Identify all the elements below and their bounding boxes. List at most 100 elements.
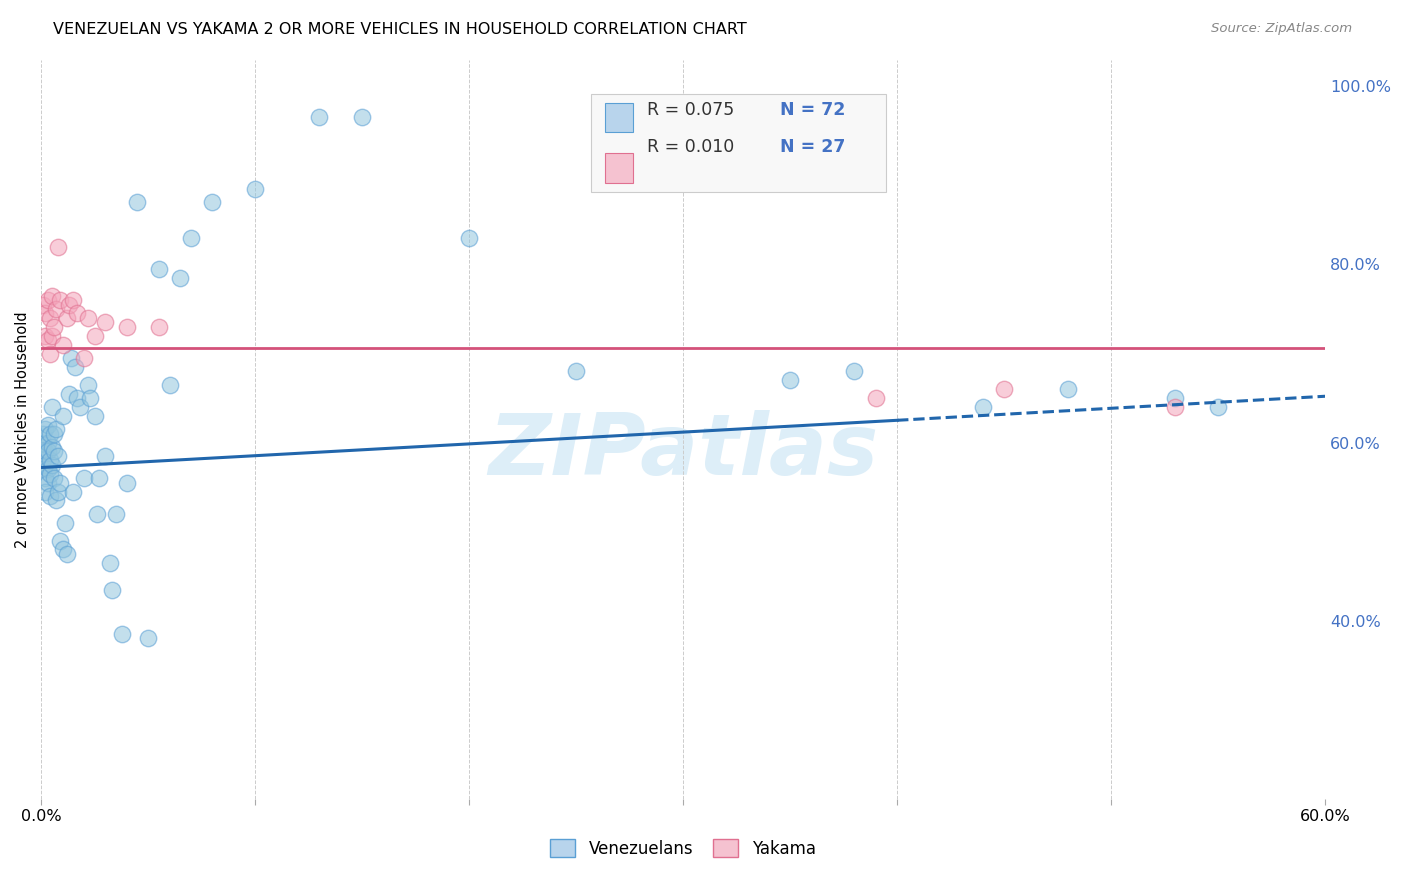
Point: [972, 400, 994, 414]
Point: [66, 306, 89, 320]
Point: [41, 288, 63, 302]
Point: [127, 195, 149, 210]
Point: [993, 382, 1015, 396]
Point: [38, 426, 60, 441]
Point: [45, 422, 67, 436]
Point: [41, 440, 63, 454]
Point: [73, 471, 96, 485]
Point: [32, 462, 55, 476]
Point: [42, 471, 65, 485]
Text: N = 72: N = 72: [780, 101, 845, 119]
Point: [34, 471, 56, 485]
Point: [51, 542, 73, 557]
Point: [38, 453, 60, 467]
Point: [779, 373, 801, 387]
Point: [180, 231, 202, 245]
Point: [86, 507, 108, 521]
Point: [1164, 391, 1187, 405]
Point: [136, 632, 159, 646]
Point: [41, 400, 63, 414]
Point: [148, 319, 170, 334]
Point: [77, 377, 100, 392]
Text: R = 0.075: R = 0.075: [647, 101, 734, 119]
Point: [37, 435, 59, 450]
Point: [51, 337, 73, 351]
Point: [65, 359, 87, 374]
Point: [42, 444, 65, 458]
Point: [46, 449, 69, 463]
Point: [38, 310, 60, 325]
Point: [34, 444, 56, 458]
Point: [94, 449, 117, 463]
Point: [87, 471, 110, 485]
Point: [34, 422, 56, 436]
Point: [115, 475, 138, 490]
Point: [352, 111, 374, 125]
Point: [46, 239, 69, 253]
Point: [105, 507, 128, 521]
Point: [66, 391, 89, 405]
Point: [37, 462, 59, 476]
Point: [1057, 382, 1080, 396]
Point: [159, 377, 181, 392]
Point: [58, 297, 80, 311]
Point: [49, 475, 72, 490]
Point: [83, 409, 105, 423]
Point: [42, 426, 65, 441]
Point: [53, 516, 76, 530]
Point: [37, 444, 59, 458]
Point: [38, 467, 60, 481]
Point: [45, 493, 67, 508]
Point: [32, 453, 55, 467]
Point: [565, 364, 588, 378]
Point: [308, 111, 330, 125]
Point: [46, 484, 69, 499]
Point: [243, 182, 266, 196]
Y-axis label: 2 or more Vehicles in Household: 2 or more Vehicles in Household: [15, 311, 30, 548]
Point: [32, 435, 55, 450]
Text: ZIPatlas: ZIPatlas: [488, 410, 879, 493]
Point: [41, 328, 63, 343]
Point: [83, 328, 105, 343]
Point: [844, 364, 866, 378]
Point: [51, 409, 73, 423]
Point: [201, 195, 224, 210]
Point: [62, 484, 84, 499]
Point: [45, 301, 67, 316]
Point: [111, 627, 134, 641]
Point: [34, 328, 56, 343]
Point: [38, 489, 60, 503]
Point: [32, 426, 55, 441]
Point: [115, 319, 138, 334]
Text: R = 0.010: R = 0.010: [647, 138, 734, 156]
Point: [34, 484, 56, 499]
Point: [1164, 400, 1187, 414]
Point: [79, 391, 101, 405]
Point: [98, 556, 121, 570]
Point: [58, 386, 80, 401]
Point: [458, 231, 481, 245]
Point: [100, 582, 122, 597]
Point: [94, 315, 117, 329]
Point: [1206, 400, 1229, 414]
Point: [32, 297, 55, 311]
Point: [56, 310, 79, 325]
Point: [60, 351, 83, 365]
Point: [37, 475, 59, 490]
Point: [32, 446, 55, 460]
Point: [148, 261, 170, 276]
Point: [865, 391, 887, 405]
Point: [34, 306, 56, 320]
Point: [37, 333, 59, 347]
Point: [32, 440, 55, 454]
Point: [34, 458, 56, 472]
Point: [49, 533, 72, 548]
Point: [169, 270, 191, 285]
Point: [49, 293, 72, 307]
Point: [37, 293, 59, 307]
Point: [38, 346, 60, 360]
Point: [42, 319, 65, 334]
Point: [62, 293, 84, 307]
Text: VENEZUELAN VS YAKAMA 2 OR MORE VEHICLES IN HOUSEHOLD CORRELATION CHART: VENEZUELAN VS YAKAMA 2 OR MORE VEHICLES …: [53, 22, 747, 37]
Point: [56, 547, 79, 561]
